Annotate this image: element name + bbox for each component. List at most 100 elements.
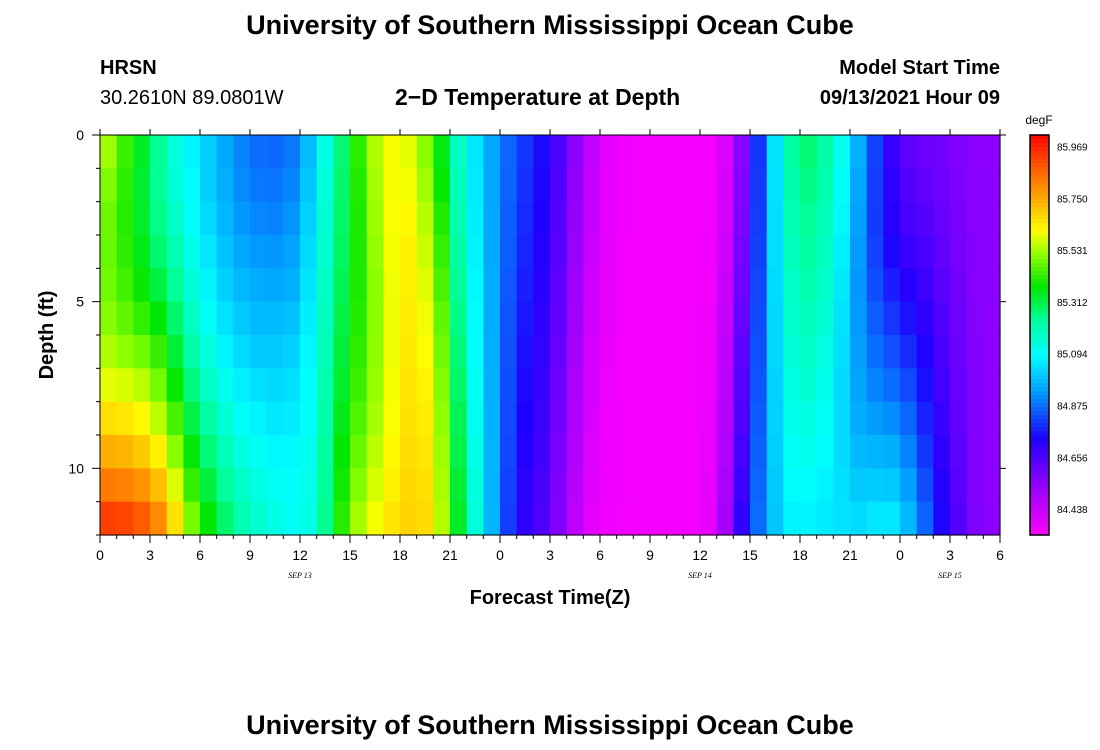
x-tick-label: 6 xyxy=(996,547,1004,563)
heatmap-cell xyxy=(616,435,634,469)
heatmap-cell xyxy=(166,235,184,269)
heatmap-cell xyxy=(916,468,934,503)
heatmap-cell xyxy=(316,301,334,336)
heatmap-cell xyxy=(533,335,551,369)
heatmap-cell xyxy=(133,268,151,303)
colorbar-segment xyxy=(1030,375,1049,380)
heatmap-cell xyxy=(300,135,318,169)
heatmap-cell xyxy=(500,368,518,403)
heatmap-cell xyxy=(850,201,868,236)
heatmap-cell xyxy=(433,268,451,303)
heatmap-cell xyxy=(283,435,301,469)
heatmap-cell xyxy=(466,301,484,336)
heatmap-cell xyxy=(333,301,351,336)
heatmap-cell xyxy=(566,335,584,369)
heatmap-cell xyxy=(600,401,618,436)
heatmap-cell xyxy=(300,401,318,436)
heatmap-cell xyxy=(866,268,884,303)
colorbar-segment xyxy=(1030,211,1049,216)
heatmap-cell xyxy=(833,168,851,203)
heatmap-cell xyxy=(316,435,334,469)
colorbar: 85.969 85.750 85.531 85.312 85.094 84.875 84.6… xyxy=(1029,134,1088,536)
heatmap-cell xyxy=(866,435,884,469)
heatmap-cell xyxy=(350,368,368,403)
heatmap-cell xyxy=(350,501,368,536)
heatmap-cell xyxy=(816,401,834,436)
heatmap-cell xyxy=(616,401,634,436)
heatmap-cell xyxy=(166,335,184,369)
heatmap-cell xyxy=(483,168,501,203)
heatmap-cell xyxy=(650,401,668,436)
heatmap-cell xyxy=(733,468,751,503)
heatmap-cell xyxy=(366,468,384,503)
heatmap-cell xyxy=(716,368,734,403)
x-tick-label: 0 xyxy=(496,547,504,563)
colorbar-segment xyxy=(1030,251,1049,256)
x-axis-label: Forecast Time(Z) xyxy=(470,587,631,609)
heatmap-cell xyxy=(983,201,1001,236)
heatmap-cell xyxy=(333,168,351,203)
heatmap-cell xyxy=(800,501,818,536)
heatmap-cell xyxy=(850,135,868,169)
heatmap-cell xyxy=(100,335,118,369)
heatmap-cell xyxy=(400,468,418,503)
heatmap-cell xyxy=(283,335,301,369)
heatmap-cell xyxy=(483,235,501,269)
heatmap-cell xyxy=(316,201,334,236)
colorbar-segment xyxy=(1030,183,1049,188)
heatmap-cell xyxy=(500,235,518,269)
heatmap-cell xyxy=(233,335,251,369)
colorbar-segment xyxy=(1030,323,1049,328)
heatmap-cell xyxy=(600,468,618,503)
heatmap-cell xyxy=(516,435,534,469)
heatmap-cell xyxy=(833,201,851,236)
heatmap-cell xyxy=(100,401,118,436)
colorbar-segment xyxy=(1030,371,1049,376)
heatmap-cell xyxy=(833,468,851,503)
heatmap-cell xyxy=(516,268,534,303)
heatmap-cell xyxy=(516,335,534,369)
heatmap-cell xyxy=(450,301,468,336)
colorbar-segment xyxy=(1030,283,1049,288)
heatmap-cell xyxy=(483,135,501,169)
heatmap-cell xyxy=(883,301,901,336)
x-tick-label: 18 xyxy=(792,547,808,563)
colorbar-tick-label: 84.438 xyxy=(1057,505,1088,516)
heatmap-cell xyxy=(783,201,801,236)
heatmap-cell xyxy=(750,135,768,169)
heatmap-cell xyxy=(916,301,934,336)
heatmap-cell xyxy=(183,335,201,369)
heatmap-cell xyxy=(933,235,951,269)
heatmap-cell xyxy=(950,235,968,269)
heatmap-cell xyxy=(883,201,901,236)
colorbar-segment xyxy=(1030,499,1049,504)
heatmap-cell xyxy=(850,501,868,536)
heatmap-cell xyxy=(733,501,751,536)
heatmap-cell xyxy=(700,235,718,269)
heatmap-cell xyxy=(350,435,368,469)
heatmap-cell xyxy=(766,401,784,436)
heatmap-cell xyxy=(216,468,234,503)
heatmap-cell xyxy=(450,268,468,303)
heatmap-cell xyxy=(233,368,251,403)
heatmap-cell xyxy=(966,135,984,169)
heatmap-cell xyxy=(166,401,184,436)
heatmap-cell xyxy=(466,268,484,303)
heatmap-cell xyxy=(300,301,318,336)
heatmap-cell xyxy=(633,168,651,203)
heatmap-cell xyxy=(600,168,618,203)
heatmap-cell xyxy=(983,301,1001,336)
colorbar-segment xyxy=(1030,135,1049,140)
heatmap-cell xyxy=(416,368,434,403)
heatmap-cell xyxy=(650,468,668,503)
heatmap-cell xyxy=(600,235,618,269)
heatmap-cell xyxy=(183,368,201,403)
heatmap-cell xyxy=(633,235,651,269)
heatmap-cell xyxy=(683,501,701,536)
heatmap-cell xyxy=(816,501,834,536)
heatmap-cell xyxy=(166,168,184,203)
heatmap-cell xyxy=(216,235,234,269)
heatmap-cell xyxy=(633,301,651,336)
heatmap-cell xyxy=(350,235,368,269)
colorbar-segment xyxy=(1030,495,1049,500)
